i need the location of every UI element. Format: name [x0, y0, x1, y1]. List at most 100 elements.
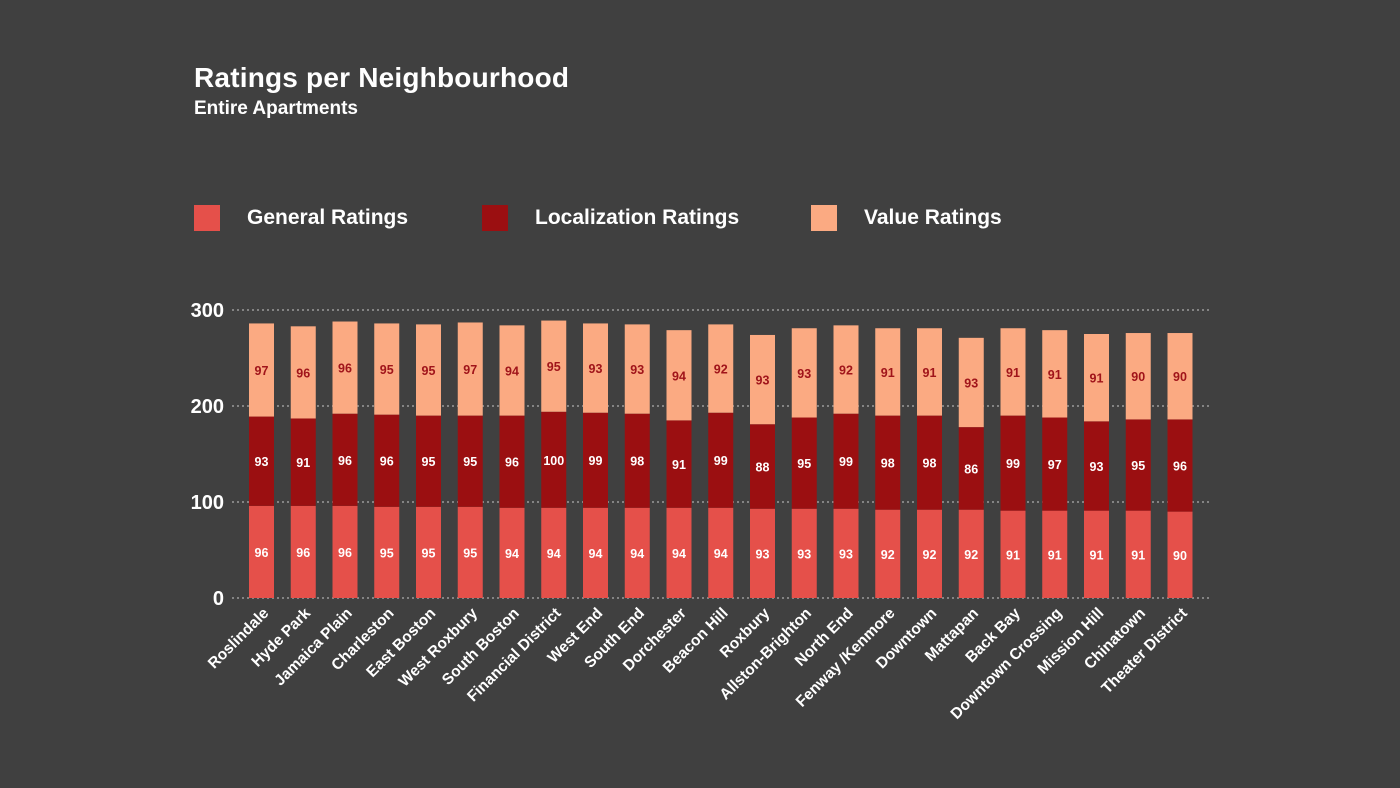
y-tick-label: 100	[191, 492, 224, 514]
data-label: 91	[1048, 548, 1062, 562]
bar-segment-value-ratings	[290, 326, 316, 419]
data-label: 95	[797, 457, 811, 471]
data-label: 86	[964, 462, 978, 476]
bar-segment-localization-ratings	[332, 413, 358, 506]
y-tick-label: 200	[191, 396, 224, 418]
bar-segment-value-ratings	[1084, 334, 1109, 422]
bar-segment-localization-ratings	[875, 415, 901, 510]
bar-segment-value-ratings	[666, 330, 692, 421]
bar-segment-value-ratings	[457, 322, 483, 416]
data-label: 93	[589, 362, 603, 376]
bar-segment-localization-ratings	[666, 420, 692, 508]
bar-segment-value-ratings	[1000, 328, 1026, 416]
bar-segment-localization-ratings	[958, 427, 984, 510]
bar-segment-general-ratings	[541, 507, 567, 598]
bar-segment-general-ratings	[1125, 510, 1151, 598]
data-label: 95	[547, 360, 561, 374]
legend-label-value-ratings: Value Ratings	[864, 206, 1002, 229]
data-label: 91	[1131, 548, 1145, 562]
bar-segment-general-ratings	[833, 508, 859, 598]
bar-segment-value-ratings	[416, 324, 441, 416]
bar-segment-general-ratings	[624, 507, 650, 598]
bar-segment-localization-ratings	[499, 415, 525, 508]
data-label: 93	[964, 376, 978, 390]
bar-segment-localization-ratings	[290, 418, 316, 506]
legend-item-general-ratings: General Ratings	[194, 204, 408, 232]
bar-segment-general-ratings	[290, 505, 316, 598]
bar-segment-general-ratings	[332, 505, 358, 598]
bar-segment-localization-ratings	[833, 413, 859, 509]
data-label: 96	[338, 546, 352, 560]
data-label: 94	[589, 547, 603, 561]
data-label: 95	[463, 546, 477, 560]
data-label: 91	[1090, 372, 1104, 386]
bar-segment-value-ratings	[1167, 333, 1193, 420]
bar-segment-general-ratings	[583, 507, 608, 598]
bar-segment-localization-ratings	[249, 416, 274, 506]
bar-segment-general-ratings	[958, 509, 984, 598]
data-label: 96	[255, 546, 269, 560]
data-label: 93	[839, 547, 853, 561]
bar-segment-value-ratings	[624, 324, 650, 414]
data-label: 92	[881, 548, 895, 562]
data-label: 99	[589, 454, 603, 468]
bar-segment-localization-ratings	[1084, 421, 1109, 511]
bar-segment-value-ratings	[1125, 333, 1151, 420]
data-label: 97	[255, 364, 269, 378]
data-label: 95	[1131, 459, 1145, 473]
bar-segment-value-ratings	[583, 323, 608, 413]
data-label: 91	[1006, 548, 1020, 562]
data-label: 92	[964, 548, 978, 562]
bar-segment-localization-ratings	[917, 415, 942, 510]
bar-segment-value-ratings	[833, 325, 859, 414]
data-label: 96	[338, 454, 352, 468]
bar-segment-general-ratings	[1042, 510, 1068, 598]
bar-segment-value-ratings	[1042, 330, 1068, 418]
bar-segment-value-ratings	[332, 321, 358, 414]
data-label: 99	[714, 454, 728, 468]
bar-segment-value-ratings	[791, 328, 817, 418]
data-label: 93	[630, 363, 644, 377]
data-label: 96	[505, 456, 519, 470]
data-label: 96	[296, 366, 310, 380]
chart-subtitle: Entire Apartments	[194, 98, 358, 119]
bar-segment-localization-ratings	[1125, 419, 1151, 511]
data-label: 98	[923, 457, 937, 471]
data-label: 100	[543, 454, 564, 468]
bar-segment-localization-ratings	[791, 417, 817, 509]
data-label: 91	[672, 458, 686, 472]
bar-segment-general-ratings	[1000, 510, 1026, 598]
data-label: 95	[463, 455, 477, 469]
legend-label-general-ratings: General Ratings	[247, 206, 409, 229]
data-label: 92	[839, 364, 853, 378]
bar-segment-localization-ratings	[1000, 415, 1026, 511]
data-label: 90	[1131, 370, 1145, 384]
bar-segment-value-ratings	[541, 320, 567, 412]
bar-segment-general-ratings	[1167, 511, 1193, 598]
data-label: 90	[1173, 370, 1187, 384]
data-label: 91	[1006, 366, 1020, 380]
data-label: 94	[630, 547, 644, 561]
bar-segment-general-ratings	[791, 508, 817, 598]
data-label: 95	[422, 364, 436, 378]
bar-segment-general-ratings	[750, 508, 775, 598]
bar-segment-general-ratings	[1084, 510, 1109, 598]
data-label: 93	[756, 547, 770, 561]
legend-swatch-localization-ratings	[482, 205, 508, 231]
data-label: 91	[296, 456, 310, 470]
data-label: 96	[338, 362, 352, 376]
data-label: 93	[1090, 460, 1104, 474]
data-label: 99	[839, 455, 853, 469]
bar-segment-localization-ratings	[541, 411, 567, 508]
data-label: 96	[296, 546, 310, 560]
data-label: 91	[881, 366, 895, 380]
bar-segment-general-ratings	[708, 507, 734, 598]
bar-segment-value-ratings	[917, 328, 942, 416]
legend-item-localization-ratings: Localization Ratings	[482, 204, 739, 232]
bar-segment-localization-ratings	[1167, 419, 1193, 512]
data-label: 95	[380, 546, 394, 560]
legend-item-value-ratings: Value Ratings	[811, 204, 1002, 232]
data-label: 99	[1006, 457, 1020, 471]
